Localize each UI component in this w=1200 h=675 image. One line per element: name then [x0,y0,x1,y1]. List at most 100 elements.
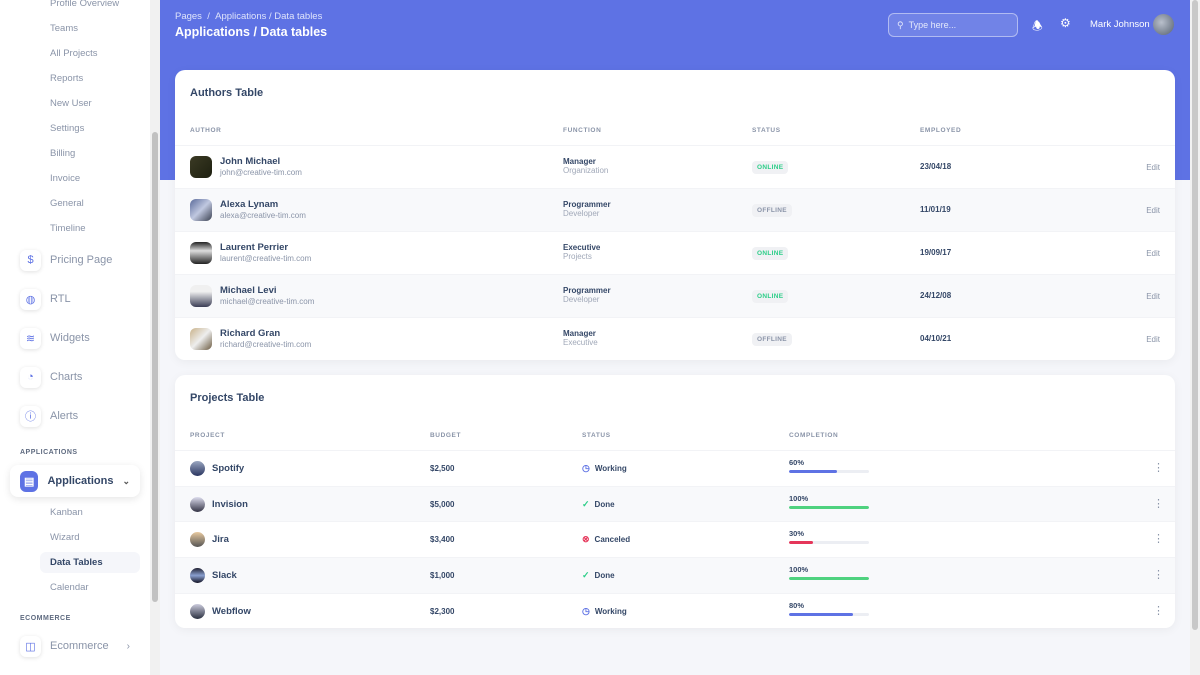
search-icon: ⚲ [897,19,904,30]
sidebar-subitem[interactable]: Timeline [50,223,86,234]
completion-percent: 80% [789,600,805,610]
sidebar-item-label: RTL [50,293,71,305]
table-row: Webflow $2,300 ◷ Working 80% ⋮ [175,592,1175,629]
sidebar-subitem[interactable]: Billing [50,148,76,159]
author-function: Executive [563,243,601,252]
edit-link[interactable]: Edit [1146,206,1160,215]
x-circle-icon: ⊗ [582,534,590,545]
table-row: Invision $5,000 ✓ Done 100% ⋮ [175,485,1175,522]
author-function: Programmer [563,200,611,209]
sidebar-subitem[interactable]: Settings [50,123,85,134]
author-name: Laurent Perrier [220,242,289,253]
author-department: Developer [563,295,600,304]
status-badge: OFFLINE [752,333,792,346]
author-function: Manager [563,329,596,338]
author-name: Richard Gran [220,328,281,339]
sidebar-item-applications[interactable]: ▤ Applications ⌄ [10,465,140,497]
chevron-right-icon: › [126,640,130,652]
sidebar-item-label: Applications [47,475,114,487]
author-avatar [190,328,212,350]
sidebar-scrollbar-thumb[interactable] [152,132,158,602]
col-project: PROJECT [190,432,225,439]
status-badge: ONLINE [752,247,789,260]
table-row: Spotify $2,500 ◷ Working 60% ⋮ [175,450,1175,486]
table-row: Jira $3,400 ⊗ Canceled 30% ⋮ [175,521,1175,557]
basket-icon: ◫ [20,635,41,657]
breadcrumb-separator: / [207,11,210,22]
chevron-down-icon: ⌄ [122,475,130,486]
author-department: Executive [563,338,598,347]
alert-icon: ⓘ [20,405,41,427]
clock-icon: ◷ [582,605,590,616]
section-ecommerce: ECOMMERCE [20,615,71,622]
avatar[interactable] [1153,14,1174,35]
sidebar-subitem[interactable]: Reports [50,73,84,84]
col-status: STATUS [582,432,611,439]
edit-link[interactable]: Edit [1146,249,1160,258]
author-department: Organization [563,166,609,175]
more-vertical-icon[interactable]: ⋮ [1153,462,1164,474]
project-name: Invision [212,498,248,510]
edit-link[interactable]: Edit [1146,335,1160,344]
section-applications: APPLICATIONS [20,449,78,456]
edit-link[interactable]: Edit [1146,292,1160,301]
sidebar-subitem-data-tables[interactable]: Data Tables [50,557,103,568]
table-row: Michael Levi michael@creative-tim.com Pro… [175,274,1175,317]
sidebar-subitem[interactable]: Invoice [50,173,81,184]
sidebar-item-label: Charts [50,371,83,383]
author-email: laurent@creative-tim.com [220,254,312,263]
project-budget: $2,300 [430,606,455,616]
author-function: Programmer [563,286,611,295]
edit-link[interactable]: Edit [1146,163,1160,172]
employed-date: 19/09/17 [920,248,952,257]
dollar-icon: $ [20,249,41,271]
table-row: Laurent Perrier laurent@creative-tim.com … [175,231,1175,274]
projects-title: Projects Table [190,392,265,404]
author-avatar [190,156,212,178]
sidebar-subitem[interactable]: All Projects [50,48,98,59]
layout-icon: ▤ [20,470,39,492]
sidebar-item-alerts[interactable]: ⓘ Alerts [20,405,78,427]
progress-fill [789,505,869,509]
more-vertical-icon[interactable]: ⋮ [1153,497,1164,510]
sidebar-item-charts[interactable]: ◔ Charts [20,366,82,388]
sidebar-item-widgets[interactable]: ≋ Widgets [20,327,90,349]
author-name: Alexa Lynam [220,199,279,210]
user-name[interactable]: Mark Johnson [1090,19,1150,30]
sidebar-subitem[interactable]: New User [50,98,92,109]
col-author: AUTHOR [190,127,222,134]
author-email: michael@creative-tim.com [220,297,315,306]
table-row: Richard Gran richard@creative-tim.com Man… [175,317,1175,360]
project-status: Done [594,499,615,509]
sidebar-subitem-calendar[interactable]: Calendar [50,582,89,593]
sidebar-item-pricing-page[interactable]: $ Pricing Page [20,249,112,271]
sidebar-subitem-kanban[interactable]: Kanban [50,507,83,518]
progress-bar [789,612,869,616]
author-name: Michael Levi [220,285,277,296]
progress-fill [789,577,869,581]
sidebar-subitem-wizard[interactable]: Wizard [50,532,80,543]
sidebar-item-rtl[interactable]: ◍ RTL [20,288,71,310]
project-name: Slack [212,570,237,582]
project-name: Jira [212,534,229,546]
authors-card: Authors Table AUTHOR FUNCTION STATUS EMP… [175,70,1175,360]
breadcrumb: Pages / Applications / Data tables [175,11,322,22]
more-vertical-icon[interactable]: ⋮ [1153,569,1164,582]
project-logo [190,461,205,476]
more-vertical-icon[interactable]: ⋮ [1153,533,1164,546]
breadcrumb-root[interactable]: Pages [175,11,202,22]
search-placeholder: Type here... [908,20,957,30]
sidebar-subitem[interactable]: Teams [50,23,78,34]
pie-chart-icon: ◔ [20,366,41,388]
sidebar-item-label: Pricing Page [50,254,113,266]
search-input[interactable]: ⚲ Type here... [888,13,1018,37]
project-status: Done [594,571,615,581]
project-budget: $5,000 [430,499,455,509]
more-vertical-icon[interactable]: ⋮ [1153,604,1164,617]
gear-icon[interactable]: ⚙ [1060,16,1071,30]
sidebar-subitem[interactable]: Profile Overview [50,0,120,9]
sidebar-subitem[interactable]: General [50,198,84,209]
sidebar-item-ecommerce[interactable]: ◫ Ecommerce › [20,635,130,657]
page-scrollbar-thumb[interactable] [1192,0,1198,630]
bell-icon[interactable]: 🕭 [1032,19,1043,33]
